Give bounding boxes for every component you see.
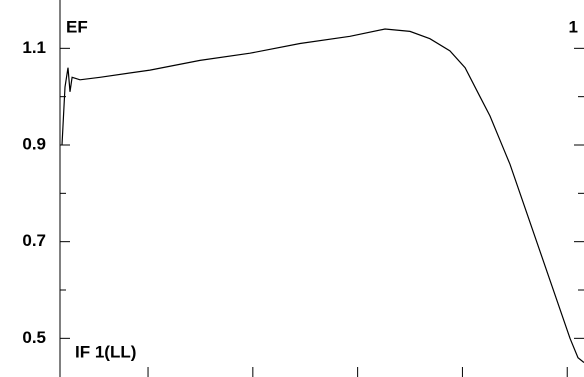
- y-tick-label: 0.7: [22, 231, 46, 250]
- y-tick-label: 0.9: [22, 134, 46, 153]
- panel-label: EF: [66, 17, 88, 36]
- y-tick-label: 1.1: [22, 38, 46, 57]
- panel-caption: IF 1(LL): [75, 342, 136, 361]
- panel-number: 1: [569, 17, 578, 36]
- y-tick-label: 0.5: [22, 328, 46, 347]
- data-line: [61, 28, 584, 363]
